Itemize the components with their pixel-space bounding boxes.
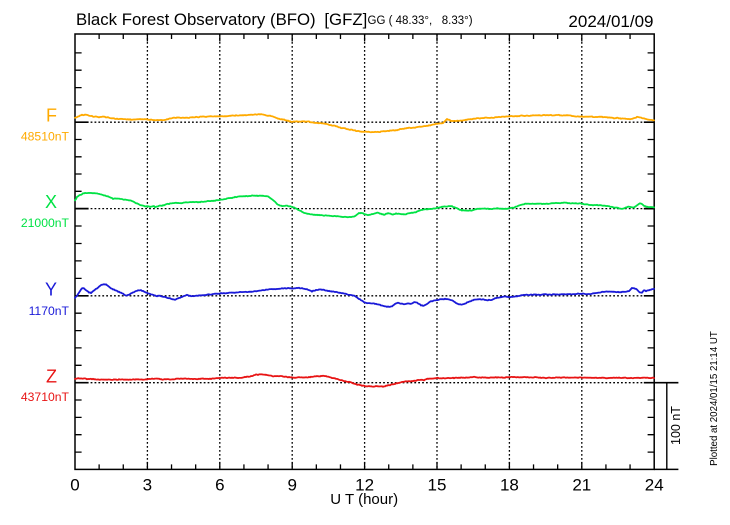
svg-text:GG ( 48.33°, 8.33°): GG ( 48.33°, 8.33°) xyxy=(368,15,473,27)
svg-text:24: 24 xyxy=(645,476,664,495)
svg-text:Z: Z xyxy=(46,366,57,386)
svg-text:2024/01/09: 2024/01/09 xyxy=(568,12,653,31)
svg-text:Black Forest Observatory (BFO): Black Forest Observatory (BFO) xyxy=(76,10,316,29)
svg-text:21000nT: 21000nT xyxy=(21,216,70,230)
svg-text:Plotted at 2024/01/15 21:14 UT: Plotted at 2024/01/15 21:14 UT xyxy=(709,331,720,466)
svg-text:9: 9 xyxy=(287,476,296,495)
svg-text:[GFZ]: [GFZ] xyxy=(324,10,367,29)
svg-text:Y: Y xyxy=(45,279,57,299)
svg-text:100 nT: 100 nT xyxy=(669,406,683,445)
svg-text:43710nT: 43710nT xyxy=(21,390,70,404)
svg-text:X: X xyxy=(45,192,57,212)
svg-text:48510nT: 48510nT xyxy=(21,129,70,143)
svg-text:6: 6 xyxy=(215,476,224,495)
svg-text:0: 0 xyxy=(70,476,79,495)
svg-text:3: 3 xyxy=(143,476,152,495)
svg-text:12: 12 xyxy=(355,476,374,495)
svg-text:21: 21 xyxy=(572,476,591,495)
svg-text:18: 18 xyxy=(500,476,519,495)
svg-text:F: F xyxy=(46,106,57,126)
svg-text:15: 15 xyxy=(428,476,447,495)
svg-text:1170nT: 1170nT xyxy=(29,304,70,318)
svg-text:U T (hour): U T (hour) xyxy=(330,491,398,508)
